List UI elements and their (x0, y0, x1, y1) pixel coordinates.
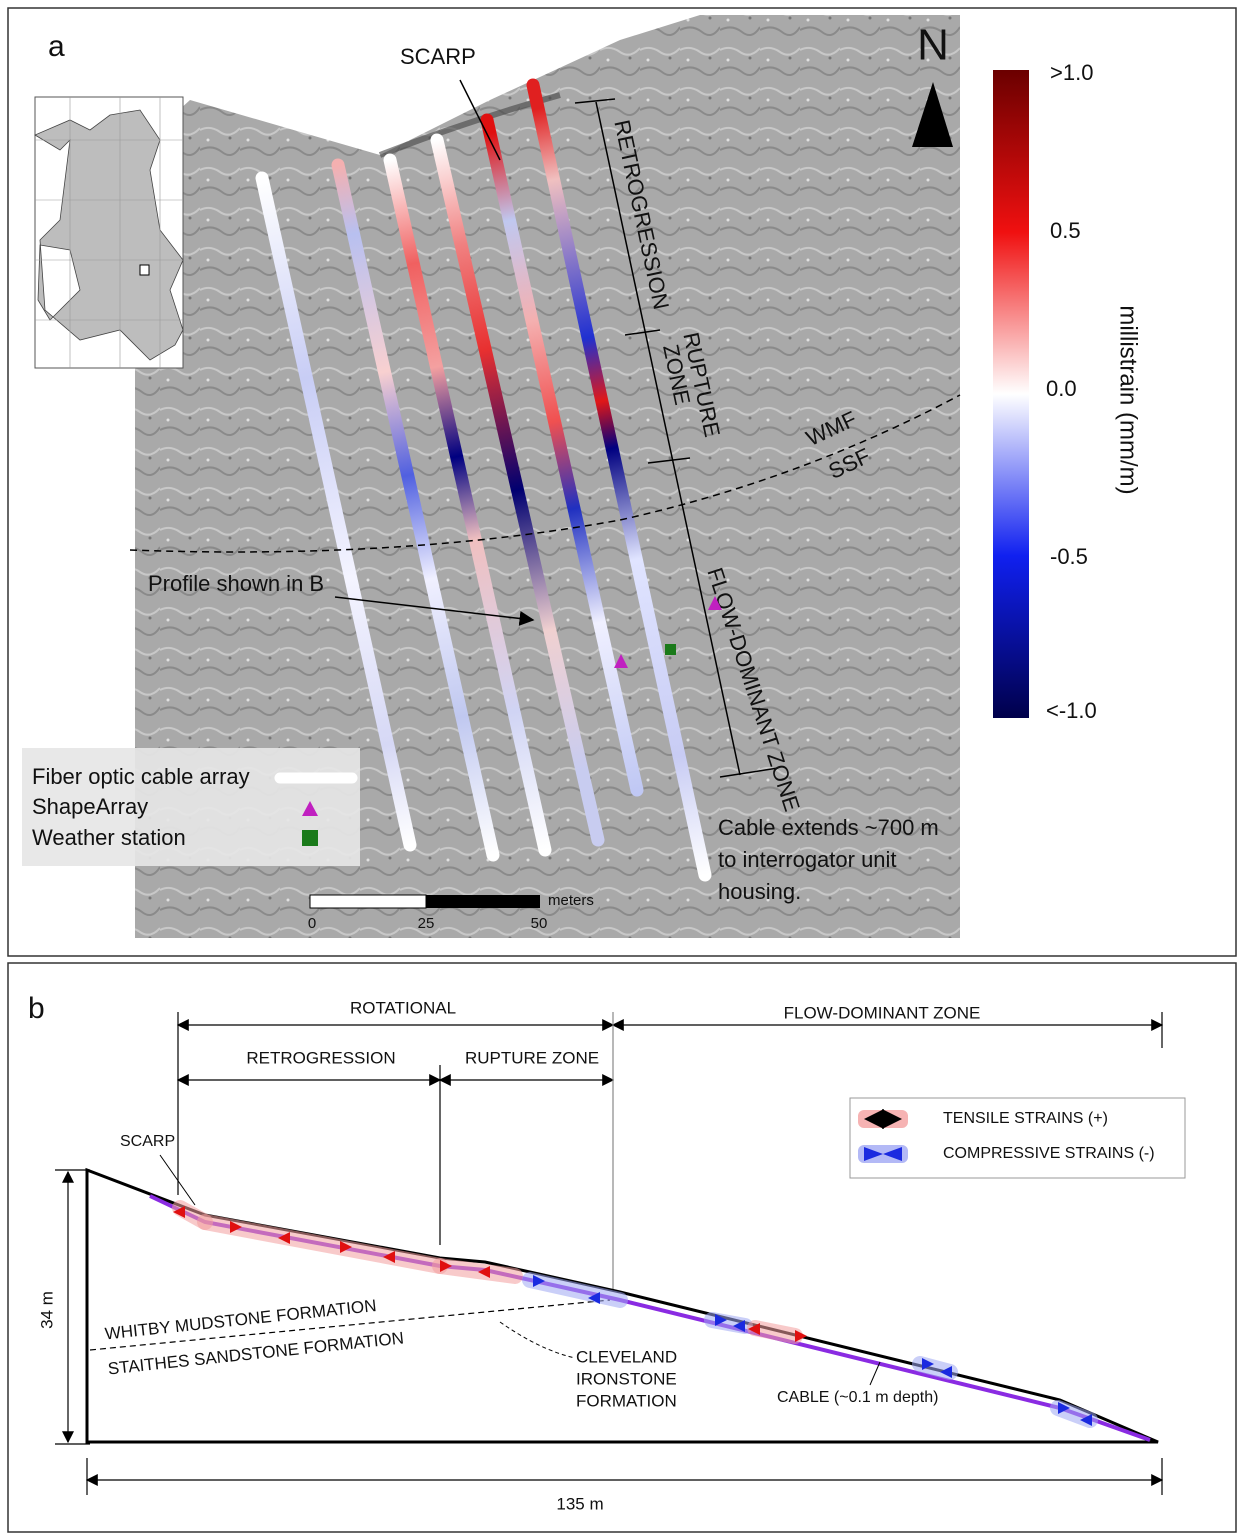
zone-tick (624, 329, 661, 336)
fiber-cable (255, 171, 417, 852)
cable-note: Cable extends ~700 m (718, 815, 939, 840)
fiber-cable (383, 153, 552, 857)
colorbar-label: -0.5 (1050, 544, 1088, 569)
rotational-label: ROTATIONAL (350, 998, 456, 1017)
cleveland-label: CLEVELAND (576, 1347, 677, 1366)
formation-boundary (129, 394, 961, 553)
panel-label: a (48, 30, 65, 63)
strain-arrow (588, 1292, 600, 1304)
shapearray-marker (614, 654, 628, 668)
strain-arrow (533, 1275, 545, 1287)
rupture-label: RUPTURE ZONE (465, 1048, 599, 1067)
strain-arrow (940, 1366, 952, 1378)
scarp-pointer (159, 1154, 196, 1206)
profile-note: Profile shown in B (148, 571, 324, 596)
height-label: 34 m (37, 1291, 56, 1329)
strain-arrow (230, 1221, 242, 1233)
panel-label: b (28, 992, 45, 1025)
cleveland-pointer (499, 1321, 576, 1359)
strain-arrow (340, 1241, 352, 1253)
scarp-label: SCARP (400, 44, 476, 69)
zone-axis (595, 101, 741, 776)
shapearray-marker (708, 596, 722, 610)
strain-arrow (795, 1330, 807, 1342)
cable-note: to interrogator unit (718, 847, 897, 872)
colorbar-label: <-1.0 (1046, 698, 1097, 723)
strain-arrow (440, 1260, 452, 1272)
strain-arrow (715, 1314, 727, 1326)
north-arrow (912, 82, 953, 147)
scarp-label: SCARP (120, 1133, 175, 1150)
scale-unit: meters (548, 892, 594, 909)
strain-band (522, 1272, 628, 1308)
strain-arrow (1080, 1414, 1092, 1426)
legend-box (22, 748, 360, 866)
strain-band (197, 1214, 448, 1274)
strain-arrow (1058, 1402, 1070, 1414)
strain-band (432, 1258, 523, 1284)
legend-label: TENSILE STRAINS (+) (943, 1110, 1108, 1127)
strain-band (747, 1320, 803, 1344)
scale-bar (309, 894, 427, 909)
cable-pointer (869, 1361, 881, 1386)
zone-tick (647, 457, 691, 464)
cable-label: CABLE (~0.1 m depth) (777, 1389, 938, 1406)
strain-arrow (383, 1251, 395, 1263)
strain-arrow (922, 1358, 934, 1370)
strain-arrow (748, 1323, 760, 1335)
flow-zone-label: FLOW-DOMINANT ZONE (784, 1003, 981, 1022)
inset-site (139, 264, 150, 276)
retrogression-label: RETROGRESSION (246, 1048, 395, 1067)
strain-arrow (173, 1206, 185, 1218)
zone-dimensions (55, 1012, 1164, 1495)
formation-contact (89, 1299, 611, 1351)
legend-label: Fiber optic cable array (32, 764, 250, 789)
fiber-cable (430, 133, 605, 847)
hillshade-map (135, 15, 960, 938)
legend-label: Weather station (32, 825, 186, 850)
fiber-cable (480, 113, 644, 797)
scarp-pointer (459, 79, 501, 161)
profile-pointer (334, 596, 535, 626)
legend-label: ShapeArray (32, 794, 148, 819)
colorbar (993, 70, 1029, 718)
cleveland-label: IRONSTONE (576, 1369, 677, 1388)
colorbar-label: 0.5 (1050, 218, 1081, 243)
strain-arrow (278, 1232, 290, 1244)
fiber-cable (526, 78, 712, 882)
strain-arrow (478, 1266, 490, 1278)
weather-station-marker (665, 644, 676, 655)
legend-compressive-arrow (864, 1147, 902, 1161)
cable-note: housing. (718, 879, 801, 904)
scale-label: 50 (531, 915, 548, 932)
scale-label: 25 (418, 915, 435, 932)
strain-arrow (733, 1320, 745, 1332)
colorbar-label: >1.0 (1050, 60, 1093, 85)
strain-symbols (172, 1200, 1098, 1428)
fiber-cable (331, 158, 500, 862)
scale-label: 0 (308, 915, 316, 932)
zone-tick (719, 767, 779, 778)
scale-bar (426, 895, 540, 908)
zone-tick (574, 98, 616, 104)
cleveland-label: FORMATION (576, 1391, 677, 1410)
north-label: N (917, 21, 949, 70)
legend-shapearray (302, 801, 318, 816)
legend-box (849, 1097, 1186, 1179)
inset-grid (35, 97, 183, 368)
colorbar-title: millistrain (mm/m) (1115, 305, 1142, 494)
length-label: 135 m (556, 1494, 603, 1513)
legend-weather (302, 830, 318, 846)
colorbar-label: 0.0 (1046, 376, 1077, 401)
cable-array (255, 78, 712, 882)
legend-label: COMPRESSIVE STRAINS (-) (943, 1145, 1155, 1162)
